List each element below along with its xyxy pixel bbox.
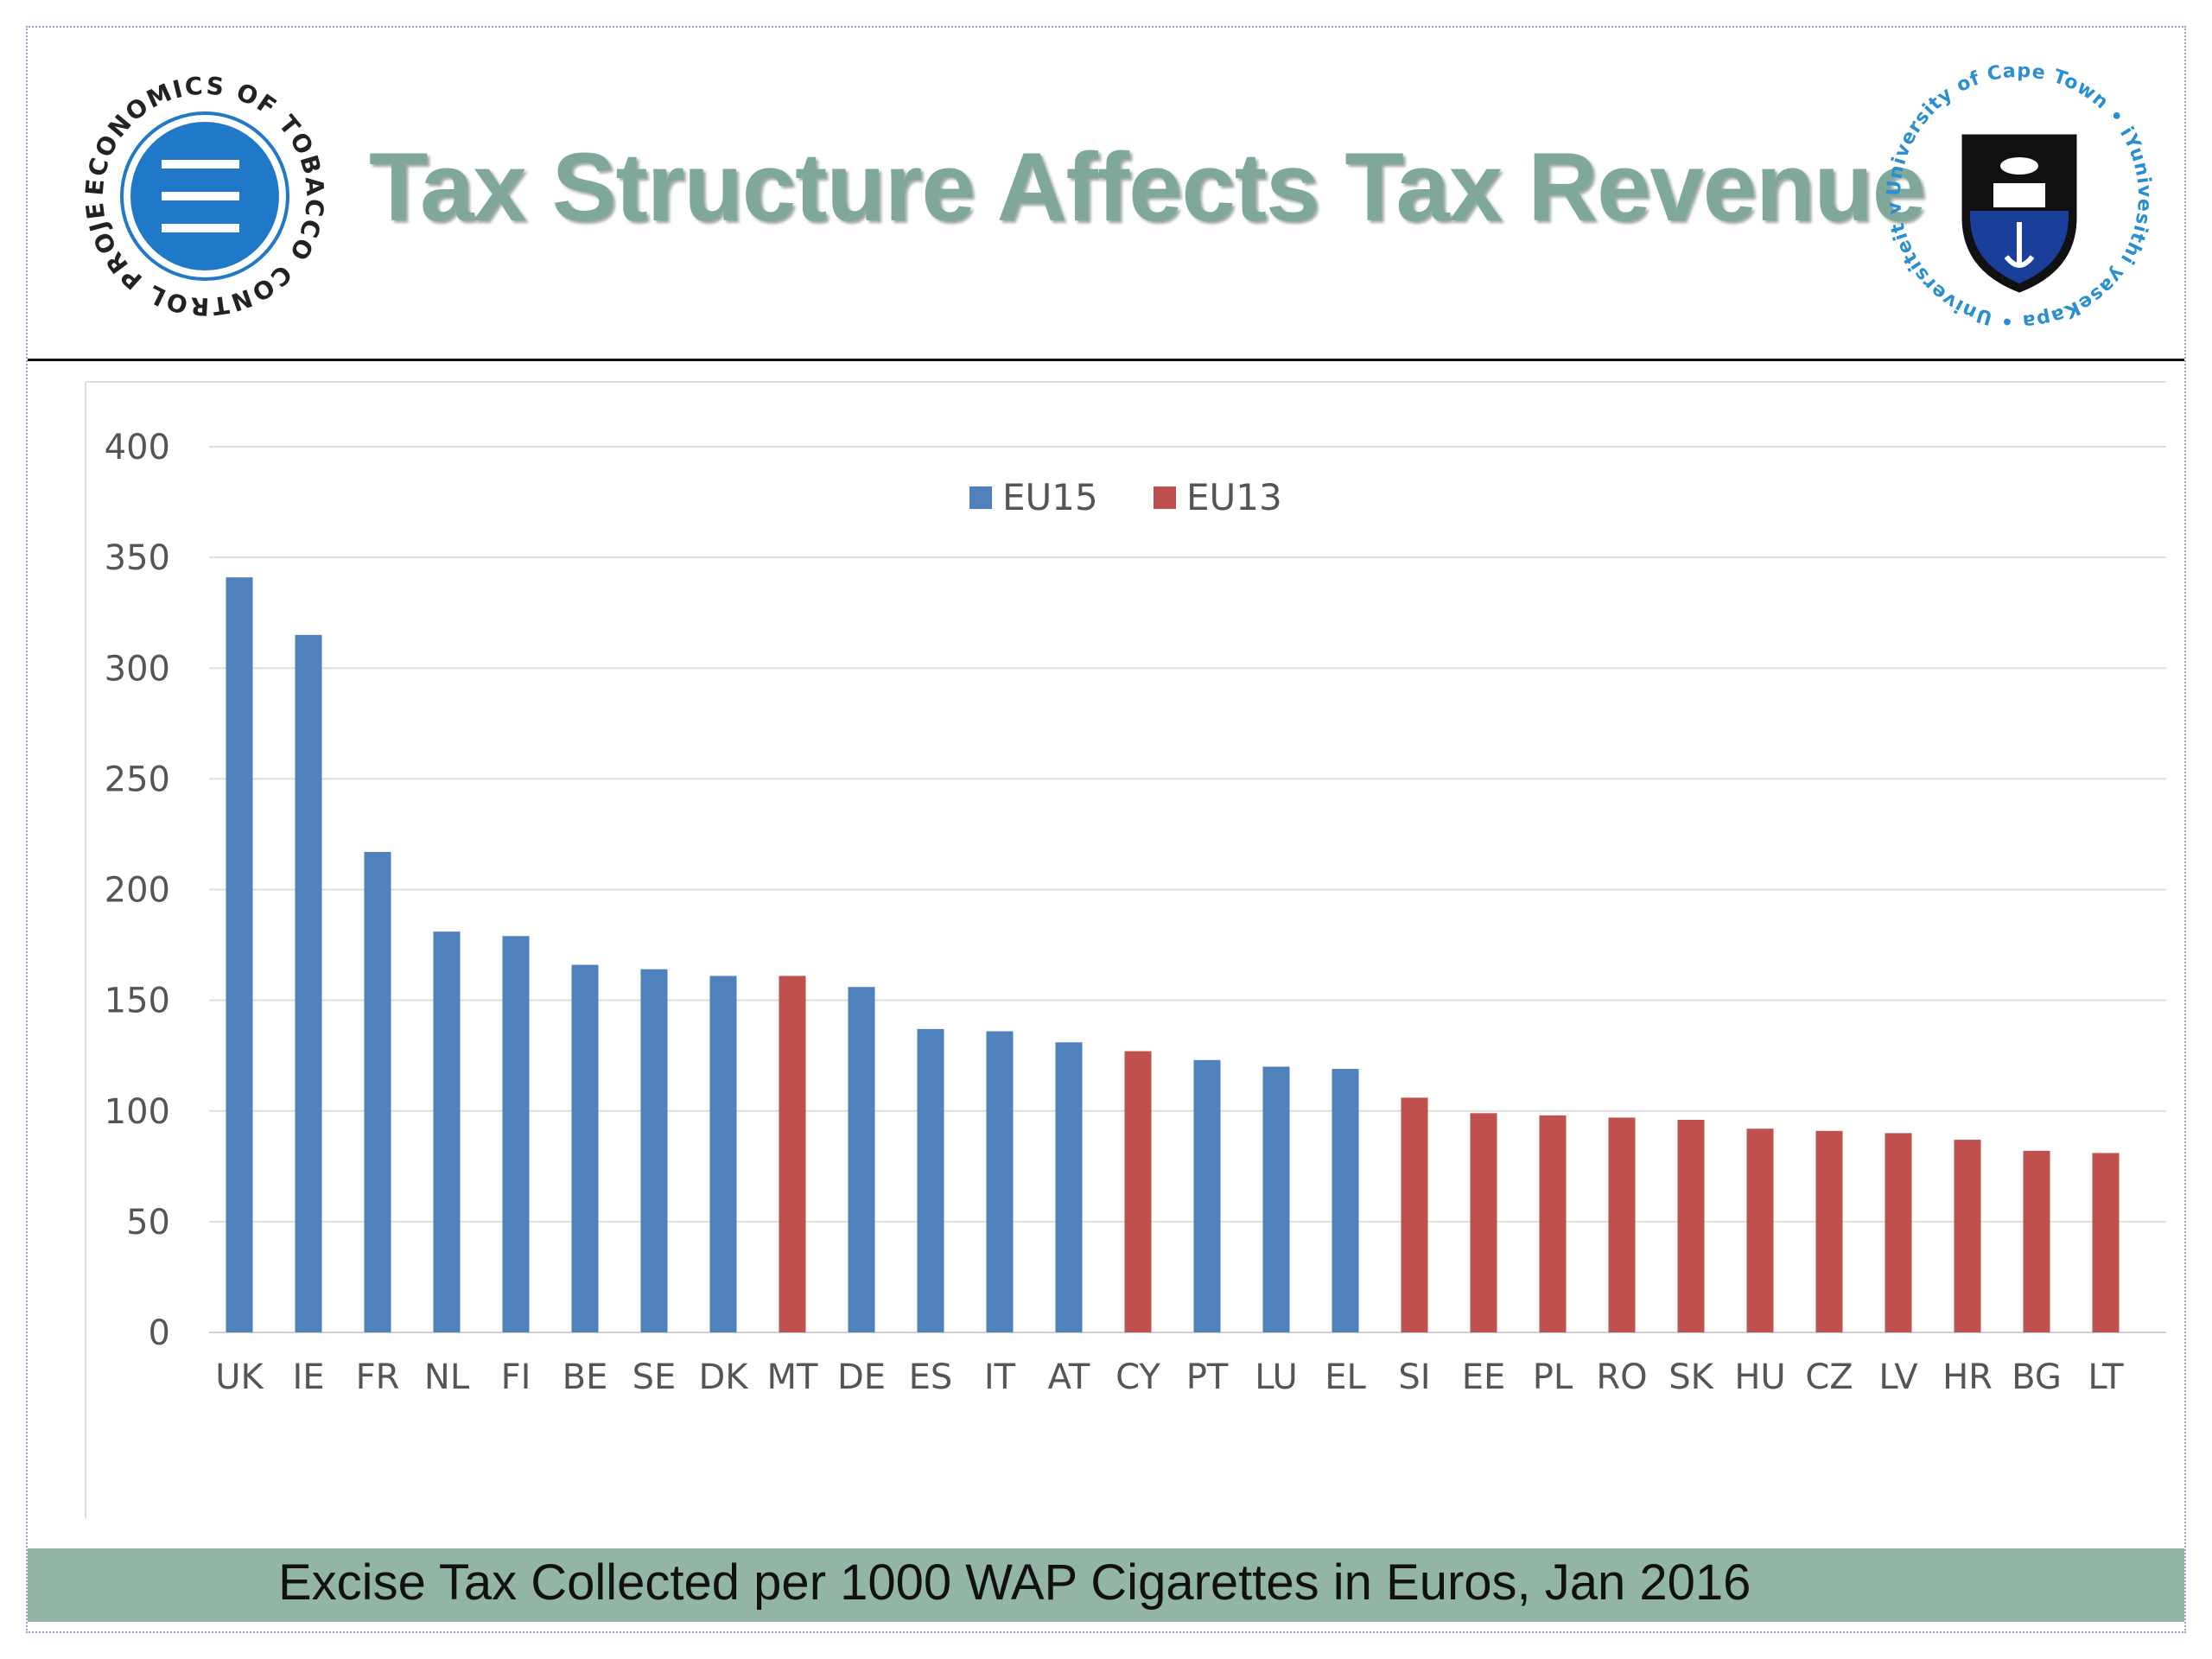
x-tick-label: FI	[501, 1357, 531, 1397]
bar-bg	[2023, 1150, 2050, 1332]
bar-mt	[779, 976, 806, 1332]
x-tick-label: EL	[1325, 1357, 1366, 1397]
x-tick-label: CZ	[1805, 1357, 1853, 1397]
x-tick-label: SE	[632, 1357, 677, 1397]
x-tick-label: PT	[1186, 1357, 1229, 1397]
x-tick-label: ES	[909, 1357, 953, 1397]
x-tick-label: LU	[1255, 1357, 1298, 1397]
y-tick-label: 50	[126, 1203, 170, 1243]
bar-se	[640, 969, 668, 1332]
x-tick-label: EE	[1462, 1357, 1506, 1397]
bar-hr	[1954, 1140, 1981, 1332]
x-tick-label: HR	[1942, 1357, 1993, 1397]
x-tick-label: HU	[1734, 1357, 1785, 1397]
caption-bar: Excise Tax Collected per 1000 WAP Cigare…	[28, 1548, 2184, 1622]
legend-eu13-swatch	[1154, 486, 1176, 509]
bar-pt	[1193, 1059, 1221, 1332]
legend-eu15-swatch	[969, 486, 992, 509]
x-tick-label: LT	[2088, 1357, 2124, 1397]
x-tick-label: MT	[767, 1357, 819, 1397]
bar-sk	[1677, 1120, 1705, 1332]
y-tick-label: 0	[149, 1313, 170, 1353]
bar-dk	[709, 976, 737, 1332]
legend-eu15-label: EU15	[1002, 476, 1098, 518]
bar-lv	[1885, 1133, 1912, 1332]
bar-si	[1401, 1097, 1428, 1332]
slide: ECONOMICS OF TOBACCO CONTROL PROJECT • T…	[26, 26, 2186, 1633]
bar-cz	[1815, 1130, 1843, 1332]
y-tick-label: 350	[105, 538, 170, 578]
x-tick-label: AT	[1048, 1357, 1090, 1397]
bar-lt	[2092, 1153, 2120, 1332]
y-tick-label: 250	[105, 760, 170, 799]
bar-uk	[226, 577, 253, 1332]
x-tick-label: IE	[292, 1357, 324, 1397]
x-tick-label: PL	[1533, 1357, 1573, 1397]
bar-fr	[364, 851, 391, 1332]
chart-caption: Excise Tax Collected per 1000 WAP Cigare…	[278, 1554, 1751, 1611]
x-tick-label: CY	[1116, 1357, 1160, 1397]
header-divider	[28, 359, 2184, 361]
bar-pl	[1539, 1115, 1567, 1332]
bar-it	[986, 1031, 1014, 1332]
bar-chart: 0 50 100 150 200 250 300 350 400 UK IE FR NL FI BE SE D…	[85, 381, 2166, 1518]
y-tick-label: 200	[105, 871, 170, 911]
x-tick-label: NL	[424, 1357, 470, 1397]
bar-ro	[1608, 1117, 1636, 1332]
y-tick-label: 300	[105, 649, 170, 689]
bar-be	[571, 964, 599, 1332]
page-title: Tax Structure Affects Tax Revenue	[369, 133, 1926, 241]
x-tick-label: BE	[563, 1357, 608, 1397]
x-tick-label: IT	[984, 1357, 1016, 1397]
y-tick-label: 150	[105, 982, 170, 1021]
x-tick-label: UK	[215, 1357, 264, 1397]
university-of-cape-town-crest-icon: University of Cape Town • iYunivesithi y…	[1877, 54, 2154, 332]
bar-ee	[1470, 1113, 1497, 1332]
header: ECONOMICS OF TOBACCO CONTROL PROJECT • T…	[28, 28, 2184, 361]
y-tick-label: 100	[105, 1092, 170, 1132]
bar-lu	[1262, 1066, 1290, 1332]
bar-at	[1055, 1042, 1083, 1332]
bar-el	[1332, 1069, 1359, 1332]
x-tick-label: DK	[698, 1357, 749, 1397]
x-tick-label: LV	[1878, 1357, 1918, 1397]
x-tick-label: FR	[356, 1357, 400, 1397]
bar-hu	[1746, 1128, 1774, 1332]
bar-cy	[1124, 1051, 1152, 1332]
x-tick-label: RO	[1596, 1357, 1647, 1397]
x-tick-label: BG	[2012, 1357, 2062, 1397]
bar-de	[848, 987, 875, 1332]
bar-nl	[433, 931, 461, 1332]
tobacco-control-logo: ECONOMICS OF TOBACCO CONTROL PROJECT •	[75, 67, 327, 321]
bar-fi	[502, 936, 530, 1332]
legend-eu13-label: EU13	[1186, 476, 1282, 518]
bar-ie	[295, 634, 322, 1332]
y-tick-label: 400	[105, 428, 170, 467]
x-tick-label: SI	[1398, 1357, 1430, 1397]
x-tick-label: DE	[837, 1357, 886, 1397]
bar-es	[917, 1028, 944, 1332]
x-tick-label: SK	[1669, 1357, 1714, 1397]
